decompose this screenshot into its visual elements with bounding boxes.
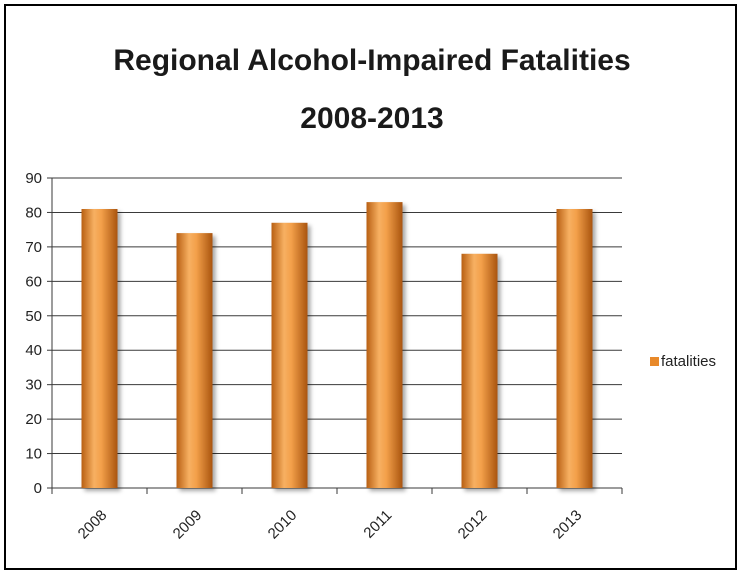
bar-2009 (176, 233, 213, 488)
y-tick-label: 90 (25, 170, 42, 187)
y-axis-tick-labels: 0 10 20 30 40 50 60 70 80 90 (25, 170, 42, 497)
bar-2008 (81, 209, 118, 488)
y-tick-label: 20 (25, 411, 42, 428)
bar-2012 (461, 253, 498, 488)
bar-2010 (271, 222, 308, 488)
bars (81, 202, 593, 488)
y-tick-label: 80 (25, 204, 42, 221)
legend-swatch (650, 357, 659, 366)
x-tick-label: 2008 (75, 507, 111, 543)
axes (51, 178, 623, 494)
y-tick-label: 30 (25, 377, 42, 394)
x-tick-label: 2013 (550, 507, 586, 543)
x-axis-tick-labels: 2008 2009 2010 2011 2012 2013 (75, 507, 586, 543)
x-tick-label: 2009 (170, 507, 206, 543)
bar-2011 (366, 202, 403, 488)
x-tick-label: 2010 (265, 507, 301, 543)
y-tick-label: 0 (34, 480, 42, 497)
x-tick-label: 2012 (455, 507, 491, 543)
y-tick-label: 50 (25, 308, 42, 325)
y-tick-label: 70 (25, 239, 42, 256)
legend: fatalities (650, 353, 716, 370)
x-tick-label: 2011 (360, 507, 395, 542)
chart-subtitle: 2008-2013 (300, 102, 443, 135)
legend-label: fatalities (661, 353, 716, 370)
y-tick-label: 60 (25, 273, 42, 290)
grid-lines (47, 177, 622, 489)
chart-title: Regional Alcohol-Impaired Fatalities (113, 44, 630, 77)
y-tick-label: 40 (25, 342, 42, 359)
y-tick-label: 10 (25, 446, 42, 463)
bar-2013 (556, 209, 593, 488)
